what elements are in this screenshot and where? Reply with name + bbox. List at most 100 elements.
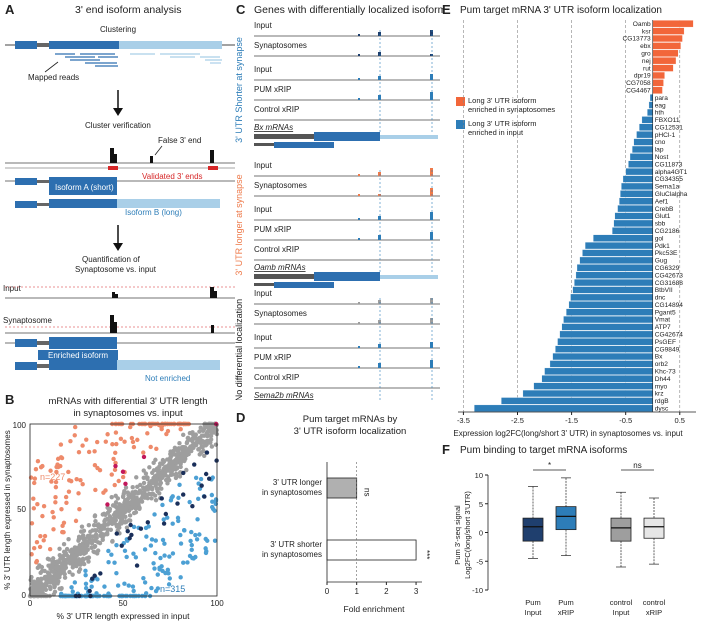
scatter-point [179,454,185,459]
scatter-point [134,475,139,480]
scatter-point-blue [178,541,184,546]
e-bar-label: eag [655,102,666,109]
scatter-point-blue [126,583,131,588]
scatter-point [200,428,206,433]
panel-e-title: Pum target mRNA 3' UTR isoform localizat… [460,5,662,16]
scatter-point [143,492,148,498]
scatter-point-orange [95,439,100,445]
scatter-point-orange [42,533,48,539]
scatter-point [103,517,108,522]
scatter-point [120,494,126,500]
cluster-verification-label: Cluster verification [85,121,151,130]
gene-label: Oamb mRNAs [254,263,306,272]
d-tick-label: 1 [354,587,359,596]
scatter-point [130,485,135,490]
n-bottom-label: n=315 [160,584,185,594]
scatter-point-dark [161,521,167,526]
scatter-point-blue [193,532,198,538]
scatter-point [86,559,91,564]
e-bar-label: dpr19 [634,73,651,80]
legend-input-line2: enriched in input [468,128,524,137]
e-bar [628,160,653,168]
scatter-point-blue [153,588,159,594]
panel-d-title-1: Pum target mRNAs by [303,414,398,425]
scatter-point-pink [123,481,128,486]
scatter-point-orange [53,484,59,490]
scatter-point-orange [145,431,150,436]
scatter-point-orange [53,500,58,505]
scatter-point-blue [83,572,88,578]
scatter-point-orange [66,469,71,475]
e-bar-label: CG7058 [626,80,651,87]
e-bar-label: Pkc53E [655,250,678,257]
e-bar [579,256,653,264]
e-bar [541,375,653,383]
e-bar-label: ksr [642,28,652,35]
scatter-point [77,567,83,572]
scatter-point [59,561,65,566]
scatter-point-blue [72,580,78,585]
scatter-point-orange [55,462,60,467]
e-bar [549,360,653,368]
scatter-point-blue [141,575,146,581]
scatter-point-blue [114,542,119,548]
scatter-point-orange [28,475,34,480]
scatter-point-pink [141,454,147,460]
e-tick-label: -0.5 [619,416,632,425]
f-category-label: Input [525,608,543,617]
scatter-point-orange [111,456,116,462]
scatter-point-blue [175,515,181,521]
scatter-point [209,444,215,449]
scatter-point [149,487,155,492]
e-bar [552,352,653,361]
scatter-point-orange [154,446,159,452]
track-peak [378,300,381,304]
legend-input-swatch [456,120,465,129]
track-peak [358,34,360,36]
scatter-point [117,525,122,530]
e-bar-label: PsGEF [655,339,676,346]
scatter-point [151,460,156,466]
panel-e: E Pum target mRNA 3' UTR isoform localiz… [438,0,701,440]
scatter-point-orange [92,449,97,454]
d-bar [326,539,417,561]
scatter-point-dark [159,496,164,501]
isoform-a-label: Isoform A (short) [55,183,114,192]
scatter-point [153,497,159,503]
e-tick-label: -2.5 [511,416,524,425]
scatter-point-orange [35,459,41,464]
y-tick-100: 100 [13,421,27,430]
scatter-point [64,546,70,552]
scatter-point-dark [129,532,134,538]
scatter-point-blue [89,584,94,589]
e-bar-label: CG2186 [655,228,680,235]
f-box [610,517,632,542]
scatter-point [152,493,158,498]
e-bar [648,101,653,109]
track-label: PUM xRIP [254,353,291,362]
scatter-point-dark [98,571,103,576]
scatter-point [164,465,169,471]
scatter-point [208,439,213,445]
scatter-point-blue [131,551,136,556]
scatter-point-blue [170,521,175,526]
track-peak [378,235,381,240]
scatter-point-blue [131,524,137,530]
scatter-point [36,590,41,596]
scatter-point-blue [194,537,200,542]
scatter-point [213,442,219,447]
scatter-point-blue [188,538,193,544]
scatter-point [51,592,56,597]
scatter-point-blue [157,565,162,571]
e-bar [572,286,653,294]
e-bar-label: Pdk1 [655,243,670,250]
scatter-point [131,492,136,497]
e-bar-label: GluClalpha [655,191,688,198]
scatter-point-blue [69,585,74,590]
scatter-point [199,444,204,449]
scatter-point [76,538,81,543]
e-bar-label: myo [655,383,668,390]
scatter-point [38,576,44,582]
legend-long-swatch [456,97,465,106]
track-peak [378,194,381,196]
